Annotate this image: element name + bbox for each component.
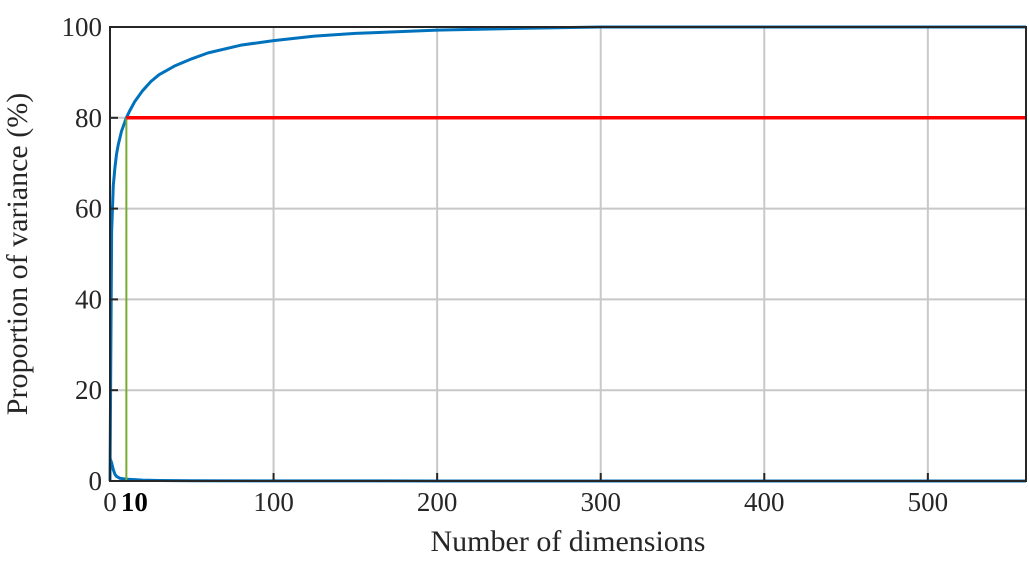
y-tick-label: 40 xyxy=(75,284,102,314)
x-tick-label: 200 xyxy=(417,487,458,517)
y-tick-label: 20 xyxy=(75,375,102,405)
x-tick-label: 500 xyxy=(908,487,949,517)
y-tick-label: 100 xyxy=(62,12,103,42)
y-tick-label: 0 xyxy=(89,466,103,496)
x-tick-label: 400 xyxy=(744,487,785,517)
y-tick-label: 60 xyxy=(75,194,102,224)
y-axis-label: Proportion of variance (%) xyxy=(1,93,34,415)
series-layer xyxy=(108,25,1027,483)
grid xyxy=(110,27,1026,481)
axes-box xyxy=(109,26,1027,482)
x-tick-label: 300 xyxy=(580,487,621,517)
series-line-2 xyxy=(108,457,1027,483)
x-axis-label: Number of dimensions xyxy=(431,525,706,558)
series-line-1 xyxy=(108,25,1026,482)
y-tick-label: 80 xyxy=(75,103,102,133)
x-tick-label-highlight: 10 xyxy=(121,487,148,517)
x-tick-label: 0 xyxy=(103,487,117,517)
x-tick-label: 100 xyxy=(253,487,294,517)
